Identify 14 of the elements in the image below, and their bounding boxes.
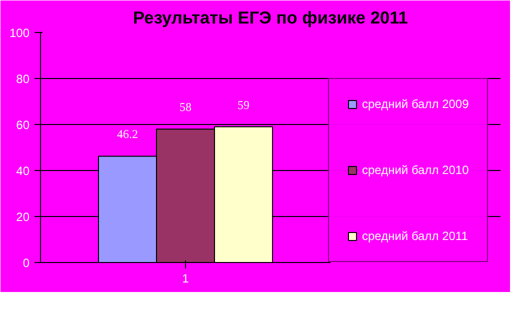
legend-label: средний балл 2010 <box>362 163 469 177</box>
y-tick-label: 60 <box>16 118 30 132</box>
data-label: 46.2 <box>117 127 138 142</box>
data-label: 59 <box>238 98 250 112</box>
chart-title: Результаты ЕГЭ по физике 2011 <box>133 8 408 28</box>
legend-label: средний балл 2011 <box>362 229 468 243</box>
legend-label: средний балл 2009 <box>362 97 469 111</box>
y-tick-label: 0 <box>22 256 30 270</box>
y-tick-label: 100 <box>9 26 30 40</box>
y-tick-label: 40 <box>16 164 30 178</box>
x-tick-label: 1 <box>182 272 190 286</box>
y-tick-label: 80 <box>16 72 30 86</box>
y-tick-label: 20 <box>16 210 30 224</box>
data-label: 58 <box>180 100 192 114</box>
